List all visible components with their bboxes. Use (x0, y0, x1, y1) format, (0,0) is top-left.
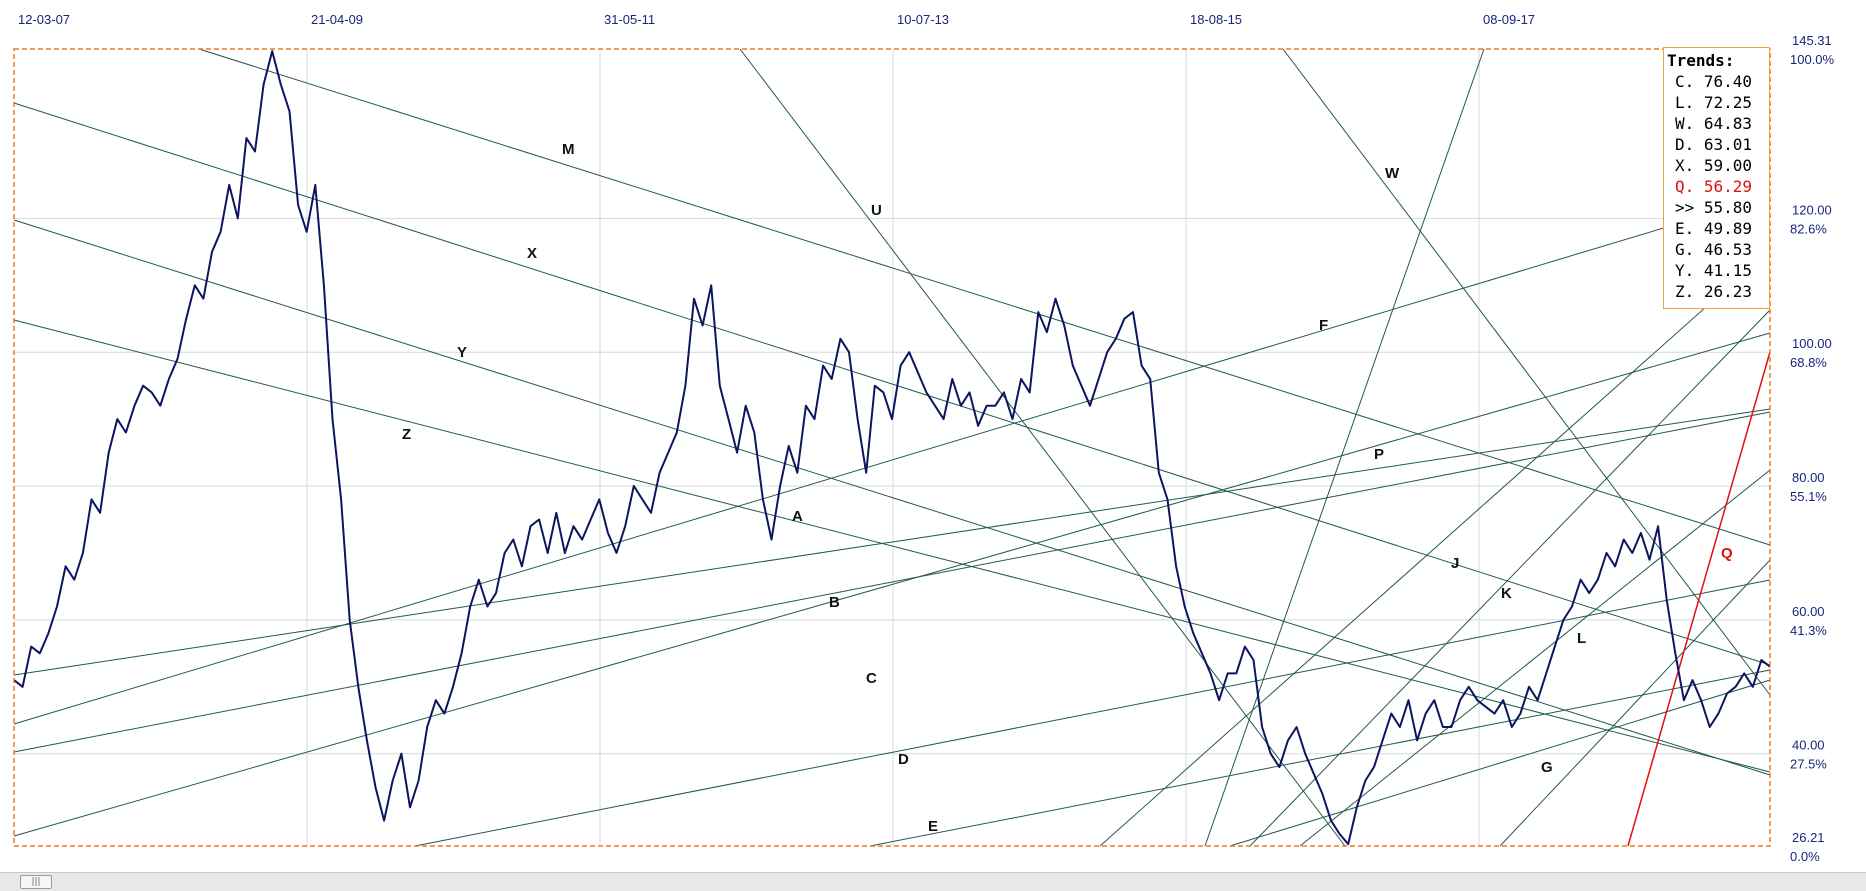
grid-lines (14, 49, 1770, 846)
trend-label-q: Q (1721, 545, 1733, 562)
trend-line (13, 332, 1771, 837)
trend-legend-entry: D. 63.01 (1675, 135, 1753, 154)
trend-line (739, 48, 1346, 847)
scrollbar-thumb[interactable]: ||| (20, 875, 52, 889)
trend-line (1499, 559, 1771, 847)
trend-line (1282, 48, 1771, 696)
trend-label-y: Y (457, 344, 467, 361)
trend-line (198, 48, 1771, 546)
trend-label-u: U (871, 202, 882, 219)
trend-line (414, 579, 1771, 847)
trend-label-m: M (562, 141, 575, 158)
trend-legend-entry: G. 46.53 (1675, 240, 1753, 259)
price-tick-label: 100.00 (1792, 336, 1832, 351)
price-tick-label: 26.21 (1792, 830, 1825, 845)
trend-legend-entry: >> 55.80 (1675, 198, 1753, 217)
trend-line-q (1627, 351, 1771, 847)
percent-tick-label: 100.0% (1790, 52, 1835, 67)
trend-line (13, 102, 1771, 666)
trend-label-d: D (898, 751, 909, 768)
date-tick-label: 10-07-13 (897, 12, 949, 27)
date-tick-label: 08-09-17 (1483, 12, 1535, 27)
trend-label-w: W (1385, 165, 1400, 182)
trend-line (13, 195, 1771, 725)
trend-legend-entry: Z. 26.23 (1675, 282, 1753, 301)
trend-legend-entry: L. 72.25 (1675, 93, 1753, 112)
percent-tick-label: 27.5% (1790, 757, 1827, 772)
date-tick-label: 31-05-11 (604, 12, 655, 27)
percent-tick-label: 68.8% (1790, 355, 1827, 370)
trend-legend-entry: Q. 56.29 (1675, 177, 1753, 196)
trend-legend-entry: C. 76.40 (1675, 72, 1753, 91)
trend-label-e: E (928, 818, 938, 835)
trend-label-k: K (1501, 585, 1512, 602)
trends-legend-panel: Trends: C. 76.40 L. 72.25 W. 64.83 D. 63.01… (1663, 47, 1770, 309)
trend-legend-entry: Y. 41.15 (1675, 261, 1753, 280)
trend-legend-entry: W. 64.83 (1675, 114, 1753, 133)
horizontal-scrollbar[interactable]: ||| (0, 872, 1866, 891)
trend-label-j: J (1451, 555, 1459, 572)
date-tick-label: 12-03-07 (18, 12, 70, 27)
trend-label-x: X (527, 245, 537, 262)
percent-tick-label: 82.6% (1790, 221, 1827, 236)
trend-label-l: L (1577, 630, 1586, 647)
trend-line-labels: M X Y Z A B C D E U W F P J K L G Q (402, 141, 1733, 835)
trend-line (1249, 309, 1771, 847)
trend-line (1204, 48, 1485, 847)
value-axis: 145.31 100.0% 120.00 82.6% 100.00 68.8% 80.00 5… (1790, 33, 1835, 864)
trend-label-b: B (829, 594, 840, 611)
trend-lines (13, 48, 1771, 847)
date-tick-label: 18-08-15 (1190, 12, 1242, 27)
trend-line (1099, 249, 1771, 847)
price-tick-label: 40.00 (1792, 738, 1825, 753)
trend-line (13, 408, 1771, 676)
price-tick-label: 60.00 (1792, 604, 1825, 619)
date-axis: 12-03-07 21-04-09 31-05-11 10-07-13 18-08-15… (18, 12, 1535, 27)
percent-tick-label: 0.0% (1790, 849, 1820, 864)
trend-line (1299, 469, 1771, 847)
trend-line (1229, 679, 1771, 847)
trend-label-z: Z (402, 426, 411, 443)
trend-label-g: G (1541, 759, 1553, 776)
price-tick-label: 80.00 (1792, 470, 1825, 485)
trend-legend-entry: X. 59.00 (1675, 156, 1753, 175)
price-tick-label: 145.31 (1792, 33, 1832, 48)
trend-line (13, 219, 1771, 776)
chart-canvas[interactable]: 12-03-07 21-04-09 31-05-11 10-07-13 18-08-15… (0, 0, 1866, 872)
trend-legend-entry: E. 49.89 (1675, 219, 1753, 238)
trend-line (13, 411, 1771, 753)
trend-line (13, 319, 1771, 773)
trend-label-p: P (1374, 446, 1384, 463)
plot-frame (13, 48, 1771, 847)
percent-tick-label: 41.3% (1790, 623, 1827, 638)
trends-title: Trends: (1667, 51, 1735, 70)
trend-label-f: F (1319, 317, 1328, 334)
price-tick-label: 120.00 (1792, 202, 1832, 217)
trend-line (869, 669, 1771, 847)
trend-label-a: A (792, 508, 803, 525)
percent-tick-label: 55.1% (1790, 489, 1827, 504)
price-series-line (13, 50, 1771, 846)
trend-label-c: C (866, 670, 877, 687)
date-tick-label: 21-04-09 (311, 12, 363, 27)
